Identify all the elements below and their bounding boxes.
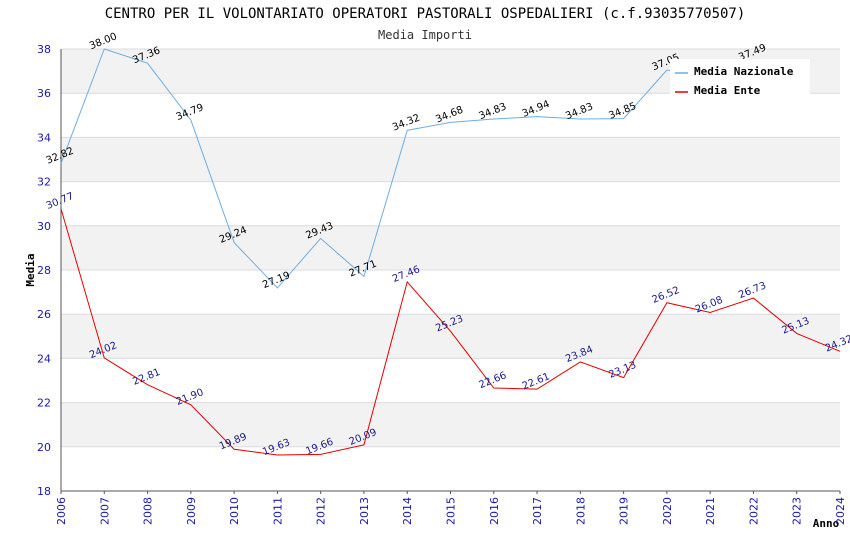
x-tick-label: 2008 bbox=[142, 497, 155, 525]
x-tick-label: 2011 bbox=[271, 497, 284, 525]
band bbox=[61, 270, 840, 315]
x-tick-label: 2009 bbox=[185, 497, 198, 525]
x-tick-label: 2021 bbox=[704, 497, 717, 525]
x-tick-label: 2013 bbox=[358, 497, 371, 525]
y-tick-label: 34 bbox=[37, 131, 51, 144]
y-tick-label: 24 bbox=[37, 352, 51, 365]
band bbox=[61, 314, 840, 359]
x-tick-label: 2020 bbox=[661, 497, 674, 525]
band bbox=[61, 402, 840, 447]
y-tick-labels: 18 20 22 24 26 28 30 32 34 36 38 bbox=[37, 43, 51, 498]
x-axis-label: Anno bbox=[813, 517, 840, 530]
y-tick-label: 36 bbox=[37, 87, 51, 100]
y-tick-label: 20 bbox=[37, 441, 51, 454]
band bbox=[61, 446, 840, 491]
x-tick-label: 2023 bbox=[791, 497, 804, 525]
band bbox=[61, 93, 840, 138]
y-tick-label: 30 bbox=[37, 220, 51, 233]
x-tick-labels: 2006 2007 2008 2009 2010 2011 2012 2013 2014 2015… bbox=[55, 497, 847, 525]
series-line-media-nazionale bbox=[60, 48, 754, 289]
y-tick-label: 18 bbox=[37, 485, 51, 498]
x-tick-label: 2007 bbox=[98, 497, 111, 525]
x-tick-label: 2006 bbox=[55, 497, 68, 525]
x-tick-label: 2014 bbox=[401, 497, 414, 525]
y-tick-label: 26 bbox=[37, 308, 51, 321]
x-tick-label: 2022 bbox=[747, 497, 760, 525]
y-axis-label: Media bbox=[24, 253, 37, 286]
x-tick-label: 2010 bbox=[228, 497, 241, 525]
band bbox=[61, 225, 840, 270]
band bbox=[61, 181, 840, 226]
background-bands bbox=[61, 49, 840, 491]
chart-title: CENTRO PER IL VOLONTARIATO OPERATORI PAS… bbox=[105, 6, 746, 22]
x-tick-label: 2019 bbox=[618, 497, 631, 525]
y-tick-label: 22 bbox=[37, 397, 51, 410]
legend: Media Nazionale Media Ente bbox=[670, 59, 810, 99]
series-line-media-ente bbox=[60, 208, 841, 456]
chart-subtitle: Media Importi bbox=[378, 28, 472, 42]
legend-label-media-ente: Media Ente bbox=[694, 84, 761, 97]
x-tick-label: 2017 bbox=[531, 497, 544, 525]
series-lines bbox=[60, 48, 841, 456]
band bbox=[61, 137, 840, 182]
legend-label-media-nazionale: Media Nazionale bbox=[694, 65, 794, 78]
x-tick-label: 2016 bbox=[488, 497, 501, 525]
y-tick-label: 38 bbox=[37, 43, 51, 56]
x-tick-label: 2018 bbox=[574, 497, 587, 525]
x-tick-label: 2024 bbox=[834, 497, 847, 525]
band bbox=[61, 358, 840, 403]
x-tick-label: 2012 bbox=[315, 497, 328, 525]
legend-box bbox=[670, 59, 810, 99]
y-tick-label: 28 bbox=[37, 264, 51, 277]
grid-lines bbox=[60, 48, 841, 494]
y-tick-label: 32 bbox=[37, 176, 51, 189]
x-tick-label: 2015 bbox=[445, 497, 458, 525]
